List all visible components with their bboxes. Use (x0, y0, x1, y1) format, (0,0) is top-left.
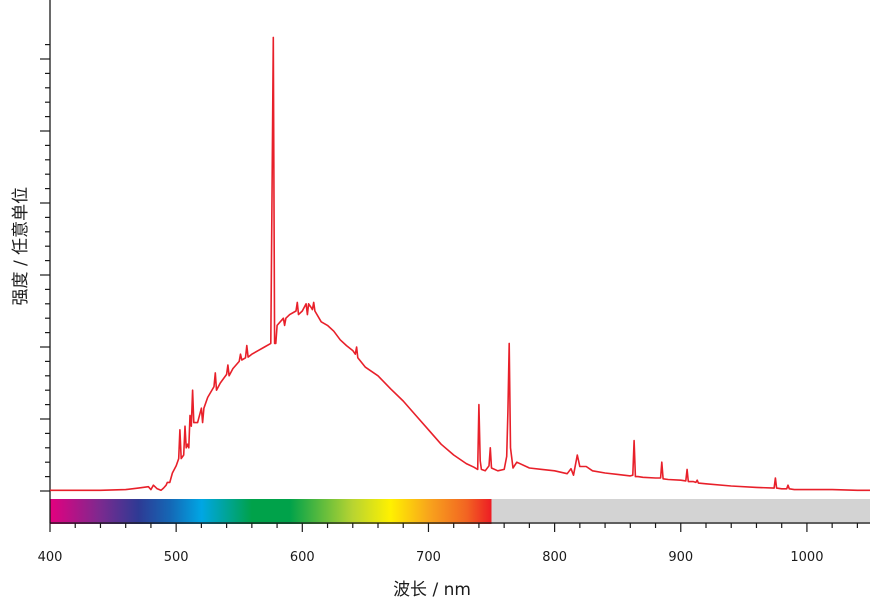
plot-area: 400 500 600 700 800 900 1000 (38, 0, 870, 565)
x-tick-label: 700 (416, 550, 441, 565)
y-axis-title: 强度 / 任意单位 (11, 187, 31, 306)
x-tick-label: 600 (290, 550, 315, 565)
x-tick-label: 400 (38, 550, 63, 565)
visible-spectrum-bar (50, 499, 492, 524)
x-tick-label: 800 (542, 550, 567, 565)
spectrum-line (50, 36, 870, 492)
x-tick-label: 500 (164, 550, 189, 565)
infrared-bar (491, 499, 870, 524)
x-axis-title: 波长 / nm (393, 580, 471, 600)
x-tick-label: 1000 (790, 550, 823, 565)
x-tick-label: 900 (668, 550, 693, 565)
